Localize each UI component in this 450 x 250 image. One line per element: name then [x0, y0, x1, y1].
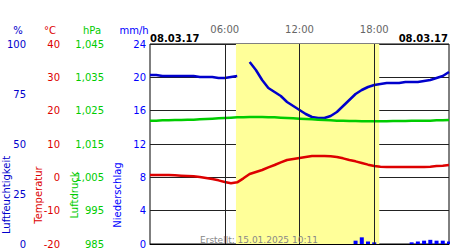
- svg-text:0: 0: [20, 239, 26, 250]
- svg-text:-20: -20: [44, 239, 60, 250]
- svg-text:06:00: 06:00: [210, 24, 239, 35]
- svg-text:1,035: 1,035: [75, 72, 104, 83]
- svg-text:25: 25: [13, 189, 26, 200]
- svg-text:Luftfeuchtigkeit: Luftfeuchtigkeit: [1, 156, 12, 234]
- svg-text:16: 16: [133, 105, 146, 116]
- svg-text:1,025: 1,025: [75, 105, 104, 116]
- svg-text:75: 75: [13, 89, 26, 100]
- svg-text:24: 24: [133, 39, 146, 50]
- svg-text:Erstellt: 15.01.2025 10:11: Erstellt: 15.01.2025 10:11: [200, 235, 318, 245]
- svg-text:8: 8: [140, 172, 146, 183]
- svg-text:1,045: 1,045: [75, 39, 104, 50]
- svg-text:985: 985: [85, 239, 104, 250]
- svg-text:20: 20: [133, 72, 146, 83]
- svg-text:10: 10: [47, 139, 60, 150]
- svg-text:Luftdruck: Luftdruck: [68, 171, 80, 219]
- svg-text:1,015: 1,015: [75, 139, 104, 150]
- svg-text:-10: -10: [44, 205, 60, 216]
- svg-text:0: 0: [54, 172, 60, 183]
- svg-text:18:00: 18:00: [360, 24, 389, 35]
- svg-text:Temperatur: Temperatur: [33, 165, 44, 224]
- svg-text:30: 30: [47, 72, 60, 83]
- svg-text:12:00: 12:00: [285, 24, 314, 35]
- svg-text:50: 50: [13, 139, 26, 150]
- svg-text:12: 12: [133, 139, 146, 150]
- svg-text:20: 20: [47, 105, 60, 116]
- svg-text:mm/h: mm/h: [119, 25, 148, 36]
- svg-text:4: 4: [140, 205, 146, 216]
- svg-text:°C: °C: [44, 25, 56, 36]
- svg-text:995: 995: [85, 205, 104, 216]
- svg-text:%: %: [13, 25, 23, 36]
- svg-text:08.03.17: 08.03.17: [399, 33, 448, 44]
- svg-text:0: 0: [140, 239, 146, 250]
- svg-text:40: 40: [47, 39, 60, 50]
- svg-text:100: 100: [7, 39, 26, 50]
- svg-text:1,005: 1,005: [75, 172, 104, 183]
- svg-text:hPa: hPa: [83, 25, 101, 36]
- svg-text:08.03.17: 08.03.17: [150, 33, 199, 44]
- svg-text:Niederschlag: Niederschlag: [112, 162, 123, 227]
